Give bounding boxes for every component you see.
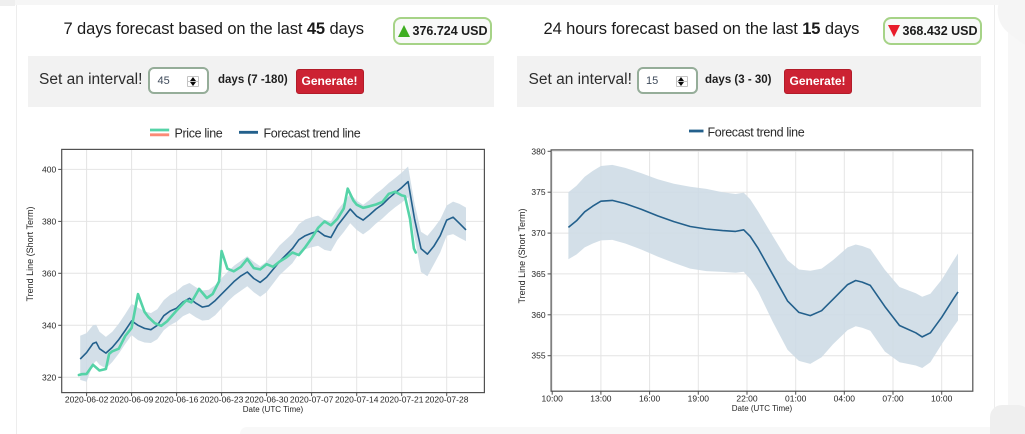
svg-text:2020-07-28: 2020-07-28 bbox=[425, 395, 469, 405]
svg-text:2020-06-09: 2020-06-09 bbox=[110, 395, 154, 405]
svg-text:Trend Line (Short Term): Trend Line (Short Term) bbox=[25, 206, 35, 301]
svg-text:2020-06-30: 2020-06-30 bbox=[245, 395, 289, 405]
svg-text:10:00: 10:00 bbox=[931, 394, 953, 404]
svg-text:04:00: 04:00 bbox=[834, 394, 856, 404]
svg-text:10:00: 10:00 bbox=[542, 394, 564, 404]
svg-text:19:00: 19:00 bbox=[688, 394, 710, 404]
svg-text:Trend Line (Short Term): Trend Line (Short Term) bbox=[517, 208, 527, 303]
svg-text:340: 340 bbox=[42, 320, 56, 330]
svg-text:Date (UTC Time): Date (UTC Time) bbox=[243, 405, 304, 414]
svg-text:360: 360 bbox=[42, 268, 56, 278]
svg-text:380: 380 bbox=[531, 146, 545, 156]
svg-text:2020-06-16: 2020-06-16 bbox=[155, 395, 199, 405]
svg-text:Forecast trend line: Forecast trend line bbox=[264, 126, 361, 140]
svg-text:16:00: 16:00 bbox=[639, 394, 661, 404]
svg-text:360: 360 bbox=[531, 310, 545, 320]
svg-text:370: 370 bbox=[531, 228, 545, 238]
svg-text:01:00: 01:00 bbox=[785, 394, 807, 404]
svg-text:Date (UTC Time): Date (UTC Time) bbox=[732, 404, 793, 413]
svg-text:13:00: 13:00 bbox=[590, 394, 612, 404]
svg-text:22:00: 22:00 bbox=[736, 394, 758, 404]
svg-text:07:00: 07:00 bbox=[882, 394, 904, 404]
svg-text:320: 320 bbox=[42, 372, 56, 382]
svg-text:2020-07-07: 2020-07-07 bbox=[290, 395, 334, 405]
svg-text:2020-07-21: 2020-07-21 bbox=[380, 395, 424, 405]
svg-text:2020-06-02: 2020-06-02 bbox=[65, 395, 109, 405]
svg-text:365: 365 bbox=[531, 269, 545, 279]
svg-text:Forecast trend line: Forecast trend line bbox=[708, 125, 805, 139]
svg-text:380: 380 bbox=[42, 216, 56, 226]
svg-text:400: 400 bbox=[42, 164, 56, 174]
svg-text:355: 355 bbox=[531, 351, 545, 361]
svg-text:2020-07-14: 2020-07-14 bbox=[335, 395, 379, 405]
svg-text:375: 375 bbox=[531, 187, 545, 197]
svg-text:2020-06-23: 2020-06-23 bbox=[200, 395, 244, 405]
svg-text:Price line: Price line bbox=[175, 126, 223, 140]
